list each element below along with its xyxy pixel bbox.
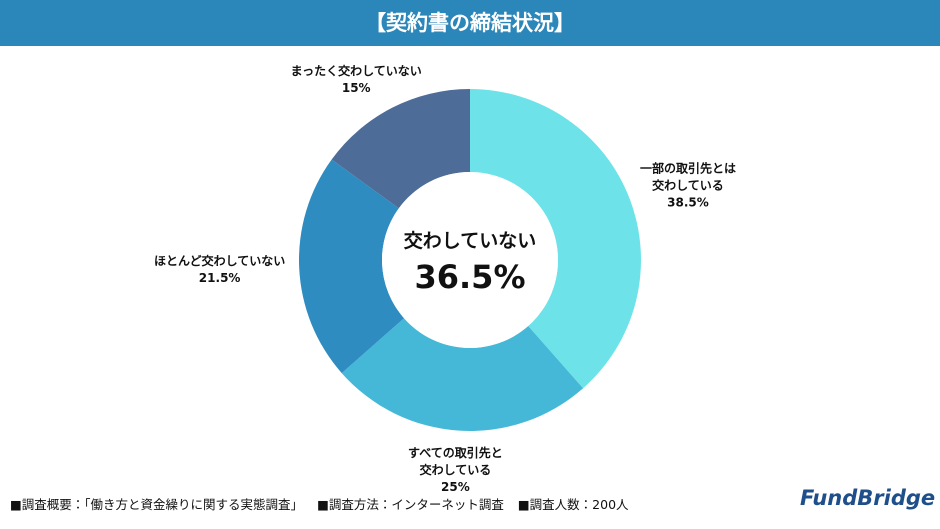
chart-title: 【契約書の締結状況】 bbox=[0, 0, 940, 46]
footer: ■調査概要：「働き方と資金繰りに関する実態調査」 ■調査方法：インターネット調査 ■… bbox=[10, 494, 643, 513]
category-label: すべての取引先と 交わしている bbox=[408, 445, 503, 477]
donut-hole bbox=[382, 172, 558, 348]
donut-slice bbox=[299, 159, 404, 374]
donut-slice bbox=[470, 89, 642, 389]
value-label: 15% bbox=[341, 81, 371, 96]
slice-label: 一部の取引先とは 交わしている 38.5% bbox=[640, 160, 736, 211]
logo: FundBridge bbox=[800, 486, 936, 510]
category-label: ほとんど交わしていない bbox=[153, 253, 286, 268]
category-label: 一部の取引先とは 交わしている bbox=[639, 161, 736, 193]
footer-note: ■調査方法：インターネット調査 bbox=[317, 497, 504, 512]
footer-note: ■調査人数：200人 bbox=[517, 497, 629, 512]
value-label: 38.5% bbox=[667, 195, 709, 210]
donut-slice bbox=[341, 318, 584, 431]
value-label: 21.5% bbox=[198, 270, 241, 285]
category-label: まったく交わしていない bbox=[290, 64, 422, 79]
slice-label: すべての取引先と 交わしている 25% bbox=[408, 445, 503, 496]
center-value: 36.5% bbox=[414, 258, 526, 296]
slice-label: まったく交わしていない 15% bbox=[291, 63, 422, 97]
center-label: 交わしていない bbox=[403, 230, 537, 252]
value-label: 25% bbox=[441, 479, 470, 494]
footer-note: ■調査概要：「働き方と資金繰りに関する実態調査」 bbox=[10, 497, 304, 512]
donut-slice bbox=[331, 89, 470, 209]
slice-label: ほとんど交わしていない 21.5% bbox=[154, 253, 285, 287]
